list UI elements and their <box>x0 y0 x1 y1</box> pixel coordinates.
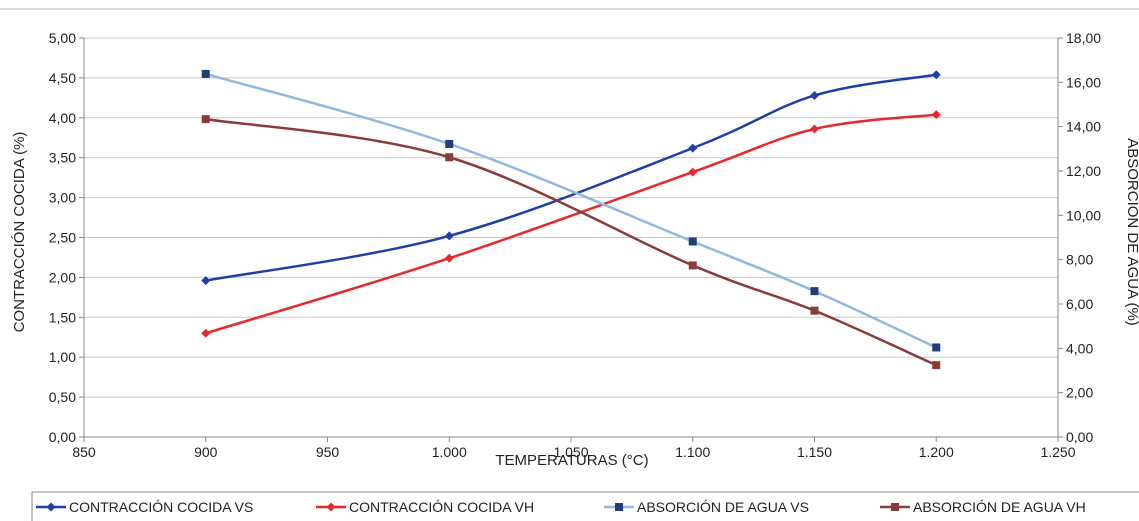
x-axis-label: TEMPERATURAS (°C) <box>495 452 648 469</box>
data-point <box>810 287 819 296</box>
series-3 <box>201 69 941 352</box>
legend-marker <box>615 503 623 511</box>
data-point <box>444 231 454 241</box>
legend-entry-3: ABSORCIÓN DE AGUA VS <box>604 499 809 515</box>
x-tick-label: 900 <box>194 444 218 460</box>
data-point <box>201 276 211 286</box>
data-point <box>201 328 211 338</box>
data-point <box>932 343 941 352</box>
legend-label: ABSORCIÓN DE AGUA VS <box>637 499 809 515</box>
x-tick-label: 1.100 <box>675 444 710 460</box>
y-left-tick-label: 1,50 <box>49 309 76 325</box>
data-point <box>688 167 698 177</box>
series-line <box>205 113 937 335</box>
y-right-tick-label: 10,00 <box>1066 207 1101 223</box>
series-1 <box>201 70 941 286</box>
series-line <box>205 117 937 367</box>
series-4 <box>201 115 941 370</box>
legend-label: CONTRACCIÓN COCIDA VS <box>69 499 253 515</box>
y-left-tick-label: 5,00 <box>49 30 76 46</box>
y-left-tick-label: 3,50 <box>49 150 76 166</box>
series-line <box>205 72 937 349</box>
x-tick-label: 1.200 <box>919 444 954 460</box>
x-tick-label: 1.000 <box>432 444 467 460</box>
y-right-tick-label: 18,00 <box>1066 30 1101 46</box>
data-point <box>444 253 454 263</box>
data-point <box>810 90 819 100</box>
x-tick-label: 1.150 <box>797 444 832 460</box>
y-left-tick-label: 4,00 <box>49 110 76 126</box>
y-right-tick-label: 8,00 <box>1066 252 1093 268</box>
gridlines <box>84 37 1058 438</box>
y-right-tick-label: 4,00 <box>1066 340 1093 356</box>
x-tick-label: 1.050 <box>553 444 588 460</box>
y-left-tick-label: 2,50 <box>49 230 76 246</box>
data-point <box>810 124 819 134</box>
data-point <box>810 306 819 315</box>
data-point <box>445 139 454 148</box>
series-group <box>201 69 941 370</box>
x-tick-label: 850 <box>72 444 96 460</box>
data-point <box>931 110 941 120</box>
y-right-tick-label: 12,00 <box>1066 163 1101 179</box>
y-right-axis-label: ABSORCIÓN DE AGUA (%) <box>1124 138 1139 326</box>
legend-label: ABSORCIÓN DE AGUA VH <box>913 499 1086 515</box>
y-right-tick-label: 2,00 <box>1066 385 1093 401</box>
legend: CONTRACCIÓN COCIDA VS CONTRACCIÓN COCIDA … <box>31 491 1139 521</box>
data-point <box>201 69 210 78</box>
x-tick-label: 1.250 <box>1040 444 1075 460</box>
data-point <box>932 361 941 370</box>
y-right-tick-label: 16,00 <box>1066 74 1101 90</box>
legend-marker <box>46 502 56 512</box>
data-point <box>445 153 454 162</box>
y-left-tick-label: 0,50 <box>49 389 76 405</box>
legend-entry-1: CONTRACCIÓN COCIDA VS <box>36 499 253 515</box>
data-point <box>688 261 697 270</box>
series-line <box>205 73 937 282</box>
y-left-tick-label: 2,00 <box>49 269 76 285</box>
x-tick-labels: 850 900 950 1.000 1.050 1.100 1.150 1.200 1.250 <box>72 444 1075 460</box>
y-right-tick-labels: 0,00 2,00 4,00 6,00 8,00 10,00 12,00 14,00 16,00… <box>1066 30 1101 445</box>
data-point <box>201 115 210 124</box>
x-tick-label: 950 <box>316 444 340 460</box>
axes <box>79 37 1063 442</box>
legend-entry-4: ABSORCIÓN DE AGUA VH <box>880 499 1086 515</box>
legend-marker <box>326 502 336 512</box>
y-left-tick-label: 1,00 <box>49 349 76 365</box>
y-left-tick-labels: 0,00 0,50 1,00 1,50 2,00 2,50 3,00 3,50 4,00 4,50… <box>49 30 76 445</box>
data-point <box>688 143 698 153</box>
y-left-tick-label: 4,50 <box>49 70 76 86</box>
data-point <box>688 237 697 246</box>
legend-entry-2: CONTRACCIÓN COCIDA VH <box>316 499 534 515</box>
legend-marker <box>891 503 899 511</box>
y-left-axis-label: CONTRACCIÓN COCIDA (%) <box>11 132 28 333</box>
legend-box <box>31 491 1139 521</box>
legend-label: CONTRACCIÓN COCIDA VH <box>349 499 534 515</box>
y-right-tick-label: 0,00 <box>1066 429 1093 445</box>
y-right-tick-label: 14,00 <box>1066 119 1101 135</box>
y-left-tick-label: 3,00 <box>49 190 76 206</box>
data-point <box>931 70 941 80</box>
series-2 <box>201 110 941 338</box>
y-right-tick-label: 6,00 <box>1066 296 1093 312</box>
y-left-tick-label: 0,00 <box>49 429 76 445</box>
